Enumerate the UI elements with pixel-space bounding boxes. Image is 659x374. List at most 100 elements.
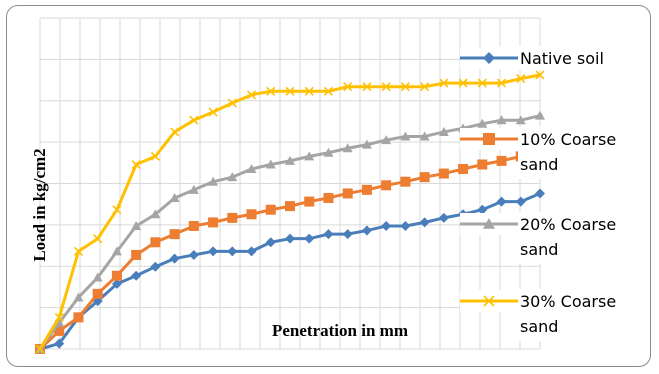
data-point [111,278,122,289]
data-point [496,78,507,88]
data-point [304,151,315,161]
data-point [342,143,353,153]
legend-label: 20% Coarse [520,215,616,234]
legend-marker [483,218,495,229]
data-point [323,192,334,203]
data-point [150,261,161,272]
legend-marker [483,295,495,307]
legend-label: sand [520,240,558,259]
data-point [208,107,218,117]
data-point [361,184,372,195]
data-point [131,221,142,231]
data-point [400,82,410,92]
data-point [285,201,295,212]
data-point [400,131,411,141]
data-point [304,196,315,207]
legend-label: 10% Coarse [520,130,616,149]
data-point [227,246,238,257]
data-point [169,192,180,202]
data-point [112,205,122,215]
data-point [458,78,468,88]
data-point [188,249,199,260]
data-point [189,115,199,125]
legend-entry: Native soil [460,46,638,70]
data-point [131,270,142,281]
data-point [381,221,392,232]
data-point [150,237,161,248]
data-point [285,86,295,96]
data-point [535,70,545,80]
legend-text-background [518,46,638,70]
data-point [343,82,353,92]
data-point [535,188,545,199]
data-point [92,272,103,282]
data-point [381,135,392,145]
data-point [419,217,430,228]
data-point [361,225,372,236]
legend-marker [483,52,495,64]
data-point [131,249,142,260]
data-point [362,82,372,92]
data-point [227,98,237,108]
data-point [54,338,65,349]
data-point [477,78,487,88]
data-point [131,159,141,170]
data-point [323,86,334,96]
data-point [93,234,103,244]
data-point [496,155,507,166]
data-point [265,204,276,215]
data-point [169,253,180,264]
data-point [208,246,219,257]
data-point [188,184,199,194]
series-30-coarse-sand [35,70,545,354]
data-point [381,82,391,92]
legend-text-background [518,127,638,179]
data-point [535,110,545,120]
series-layer [35,70,545,354]
data-point [515,196,526,207]
data-point [342,188,353,199]
data-point [188,221,199,232]
legend-entry: 10% Coarse sand [460,127,638,179]
data-point [246,164,257,174]
data-point [54,312,64,322]
data-point [304,86,314,96]
data-point [515,115,526,125]
x-axis-title: Penetration in mm [272,321,408,340]
legend-marker [483,133,495,145]
data-point [496,196,507,207]
data-point [208,176,219,186]
data-point [438,126,449,136]
data-point [73,292,84,302]
legend-label: 30% Coarse [520,292,616,311]
data-point [54,317,65,327]
data-point [420,82,430,92]
data-point [265,159,276,169]
data-point [169,229,180,240]
data-point [496,115,507,125]
data-point [323,229,334,240]
data-point [265,237,276,248]
data-point [246,246,257,257]
data-point [73,312,84,323]
data-point [516,74,526,84]
data-point [400,221,411,232]
data-point [342,229,353,240]
y-axis-title: Load in kg/cm2 [30,148,49,261]
data-point [477,204,488,215]
legend-label: sand [520,317,558,336]
data-point [419,131,430,141]
data-point [246,90,257,100]
legend-text-background [518,289,638,341]
legend-text-background [518,212,638,264]
data-point [35,344,45,354]
legend-entry: 30% Coarse sand [460,289,638,341]
data-point [54,325,65,336]
data-point [266,86,276,96]
data-point [438,212,449,223]
legend-entry: 20% Coarse sand [460,212,638,264]
data-point [246,209,257,220]
data-point [170,127,180,137]
